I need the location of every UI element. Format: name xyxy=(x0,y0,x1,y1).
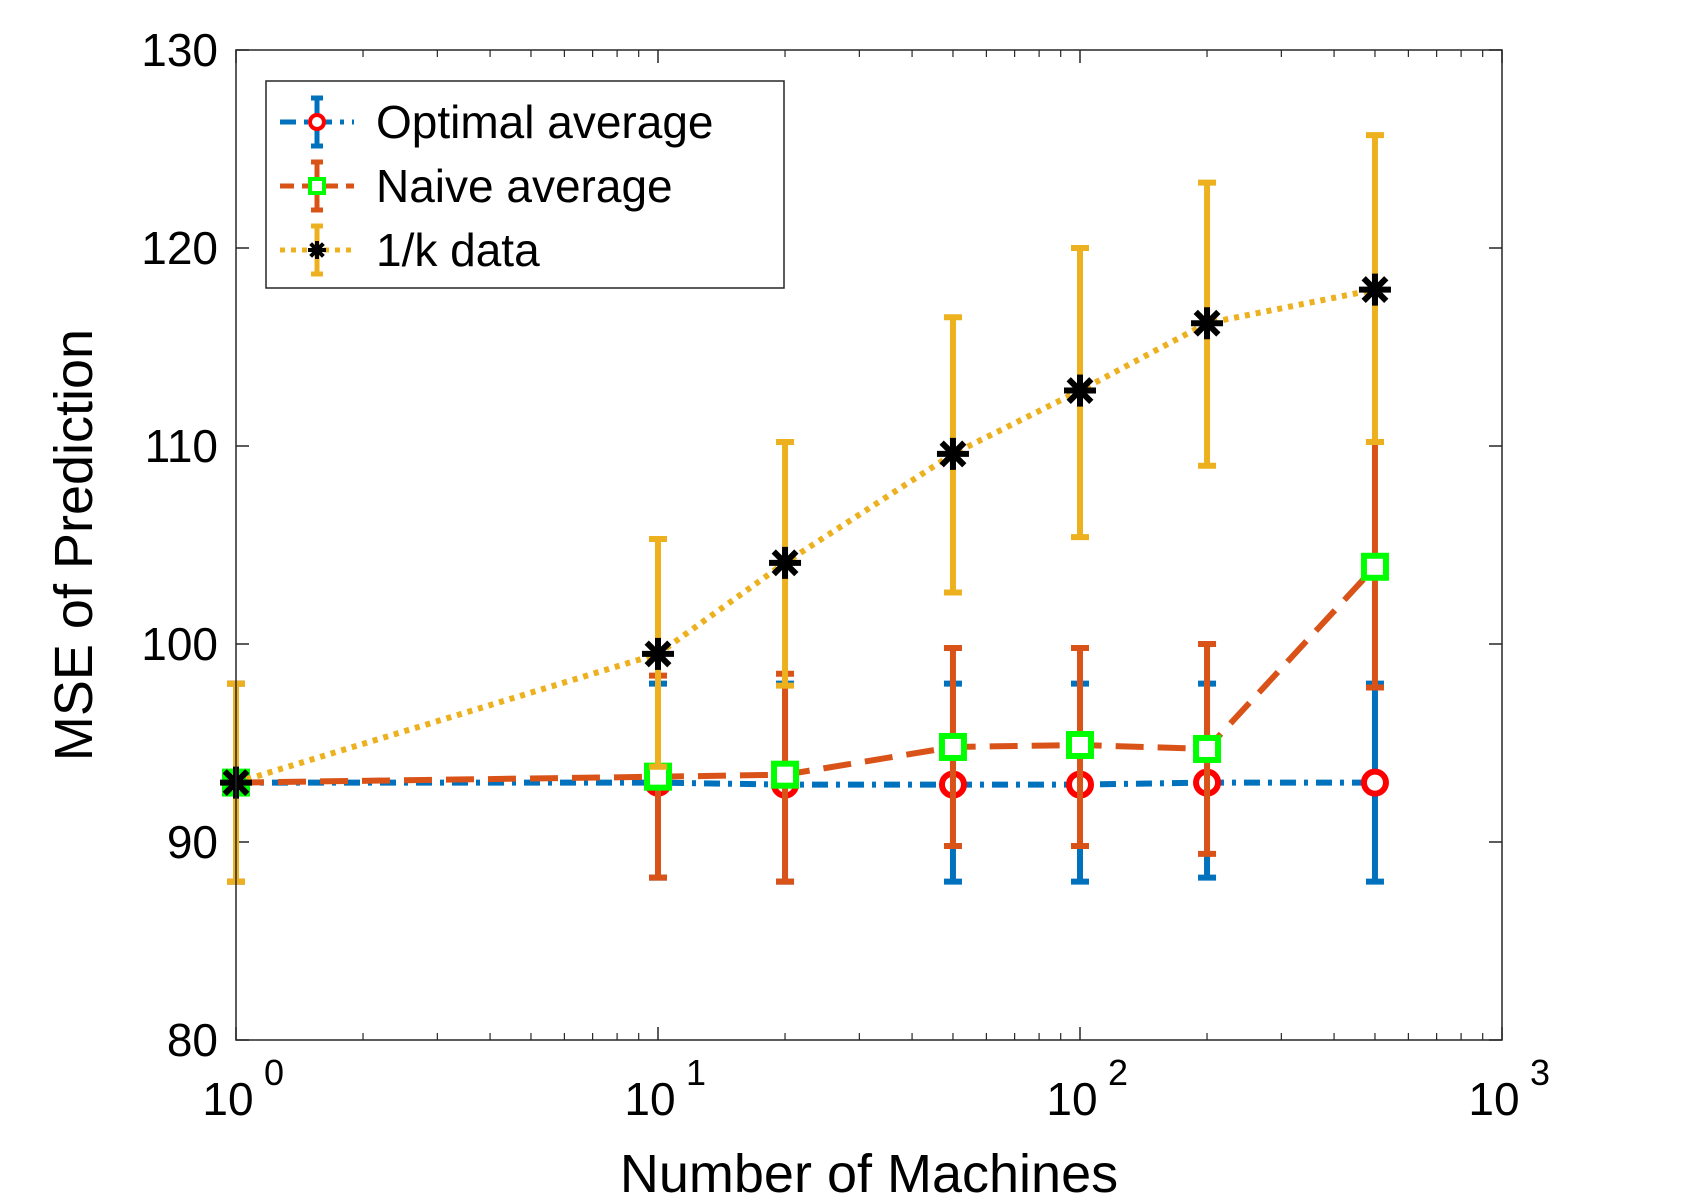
y-tick-label: 80 xyxy=(167,1014,218,1066)
marker-asterisk xyxy=(1358,273,1391,306)
asterisk-stroke xyxy=(771,549,799,577)
x-tick-label: 10 xyxy=(1046,1073,1097,1125)
x-tick-labels: 10 0 10 1 10 2 10 3 xyxy=(202,1052,1550,1125)
y-tick-label: 100 xyxy=(141,618,218,670)
plot-frame xyxy=(235,49,1503,1041)
asterisk-stroke xyxy=(644,640,672,668)
asterisk-stroke xyxy=(939,440,967,468)
asterisk-stroke xyxy=(309,242,325,258)
asterisk-stroke xyxy=(1361,276,1389,304)
legend-label: 1/k data xyxy=(376,224,540,276)
x-tick-label: 10 xyxy=(1468,1073,1519,1125)
legend-label: Optimal average xyxy=(376,96,714,148)
marker-square xyxy=(1360,552,1389,581)
x-tick-label: 10 xyxy=(202,1073,253,1125)
series-2 xyxy=(220,132,1391,885)
y-tick-label: 110 xyxy=(145,420,218,472)
marker-asterisk xyxy=(1191,307,1224,340)
asterisk-stroke xyxy=(1066,377,1094,404)
y-tick-label: 120 xyxy=(141,222,218,274)
x-tick-exponent: 2 xyxy=(1108,1052,1128,1093)
marker-square xyxy=(1193,734,1222,763)
legend-marker xyxy=(308,241,326,259)
legend-marker xyxy=(308,177,326,195)
x-axis-title: Number of Machines xyxy=(620,1144,1118,1204)
x-tick-exponent: 1 xyxy=(686,1052,706,1093)
y-tick-labels: 80 90 100 110 120 130 xyxy=(141,24,218,1066)
legend-item-0: Optimal average xyxy=(280,95,714,149)
legend-item-1: Naive average xyxy=(280,159,673,213)
y-axis-title: MSE of Prediction xyxy=(44,329,104,761)
y-tick-label: 90 xyxy=(167,816,218,868)
legend-label: Naive average xyxy=(376,160,673,212)
marker-asterisk xyxy=(769,546,802,579)
legend: Optimal average Naive average 1/k data xyxy=(265,80,785,289)
marker-asterisk xyxy=(936,437,969,470)
legend-item-2: 1/k data xyxy=(280,223,540,277)
x-tick-exponent: 3 xyxy=(1530,1052,1550,1093)
marker-asterisk xyxy=(1064,374,1096,407)
marker-asterisk xyxy=(642,637,674,670)
minor-ticks xyxy=(362,50,1484,1040)
marker-square xyxy=(1066,730,1094,759)
y-tick-label: 130 xyxy=(141,24,218,76)
x-tick-exponent: 0 xyxy=(264,1052,284,1093)
marker-square xyxy=(938,732,967,761)
marker-square xyxy=(771,760,800,789)
legend-marker xyxy=(308,113,326,131)
asterisk-stroke xyxy=(1193,309,1221,337)
marker-circle xyxy=(1360,768,1389,797)
x-tick-label: 10 xyxy=(624,1073,675,1125)
